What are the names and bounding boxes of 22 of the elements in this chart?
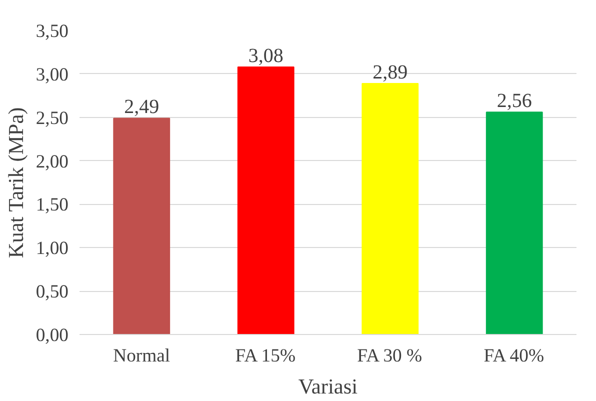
x-tick-label: FA 15% [235, 346, 296, 366]
x-tick-label: Normal [113, 346, 170, 366]
y-tick-label: 1,50 [36, 194, 69, 216]
y-tick-label: 2,00 [36, 151, 69, 172]
y-tick-label: 3,00 [36, 64, 69, 86]
data-label: 2,49 [124, 96, 160, 118]
bar [237, 66, 294, 334]
y-tick-label: 2,50 [36, 108, 69, 129]
data-label: 2,89 [372, 61, 408, 84]
y-tick-label: 0,50 [36, 282, 69, 303]
x-axis-title: Variasi [298, 374, 358, 398]
x-tick-label: FA 40% [484, 346, 544, 366]
data-label: 3,08 [248, 44, 284, 67]
data-label: 2,56 [496, 90, 532, 112]
x-tick-label: FA 30 % [357, 346, 422, 366]
y-tick-label: 0,00 [36, 325, 69, 346]
y-tick-label: 3,50 [36, 21, 69, 42]
bar [362, 82, 419, 334]
bar [486, 112, 543, 334]
bar [113, 118, 170, 334]
y-tick-label: 1,00 [36, 238, 69, 260]
y-axis-title: Kuat Tarik (MPa) [4, 107, 28, 258]
